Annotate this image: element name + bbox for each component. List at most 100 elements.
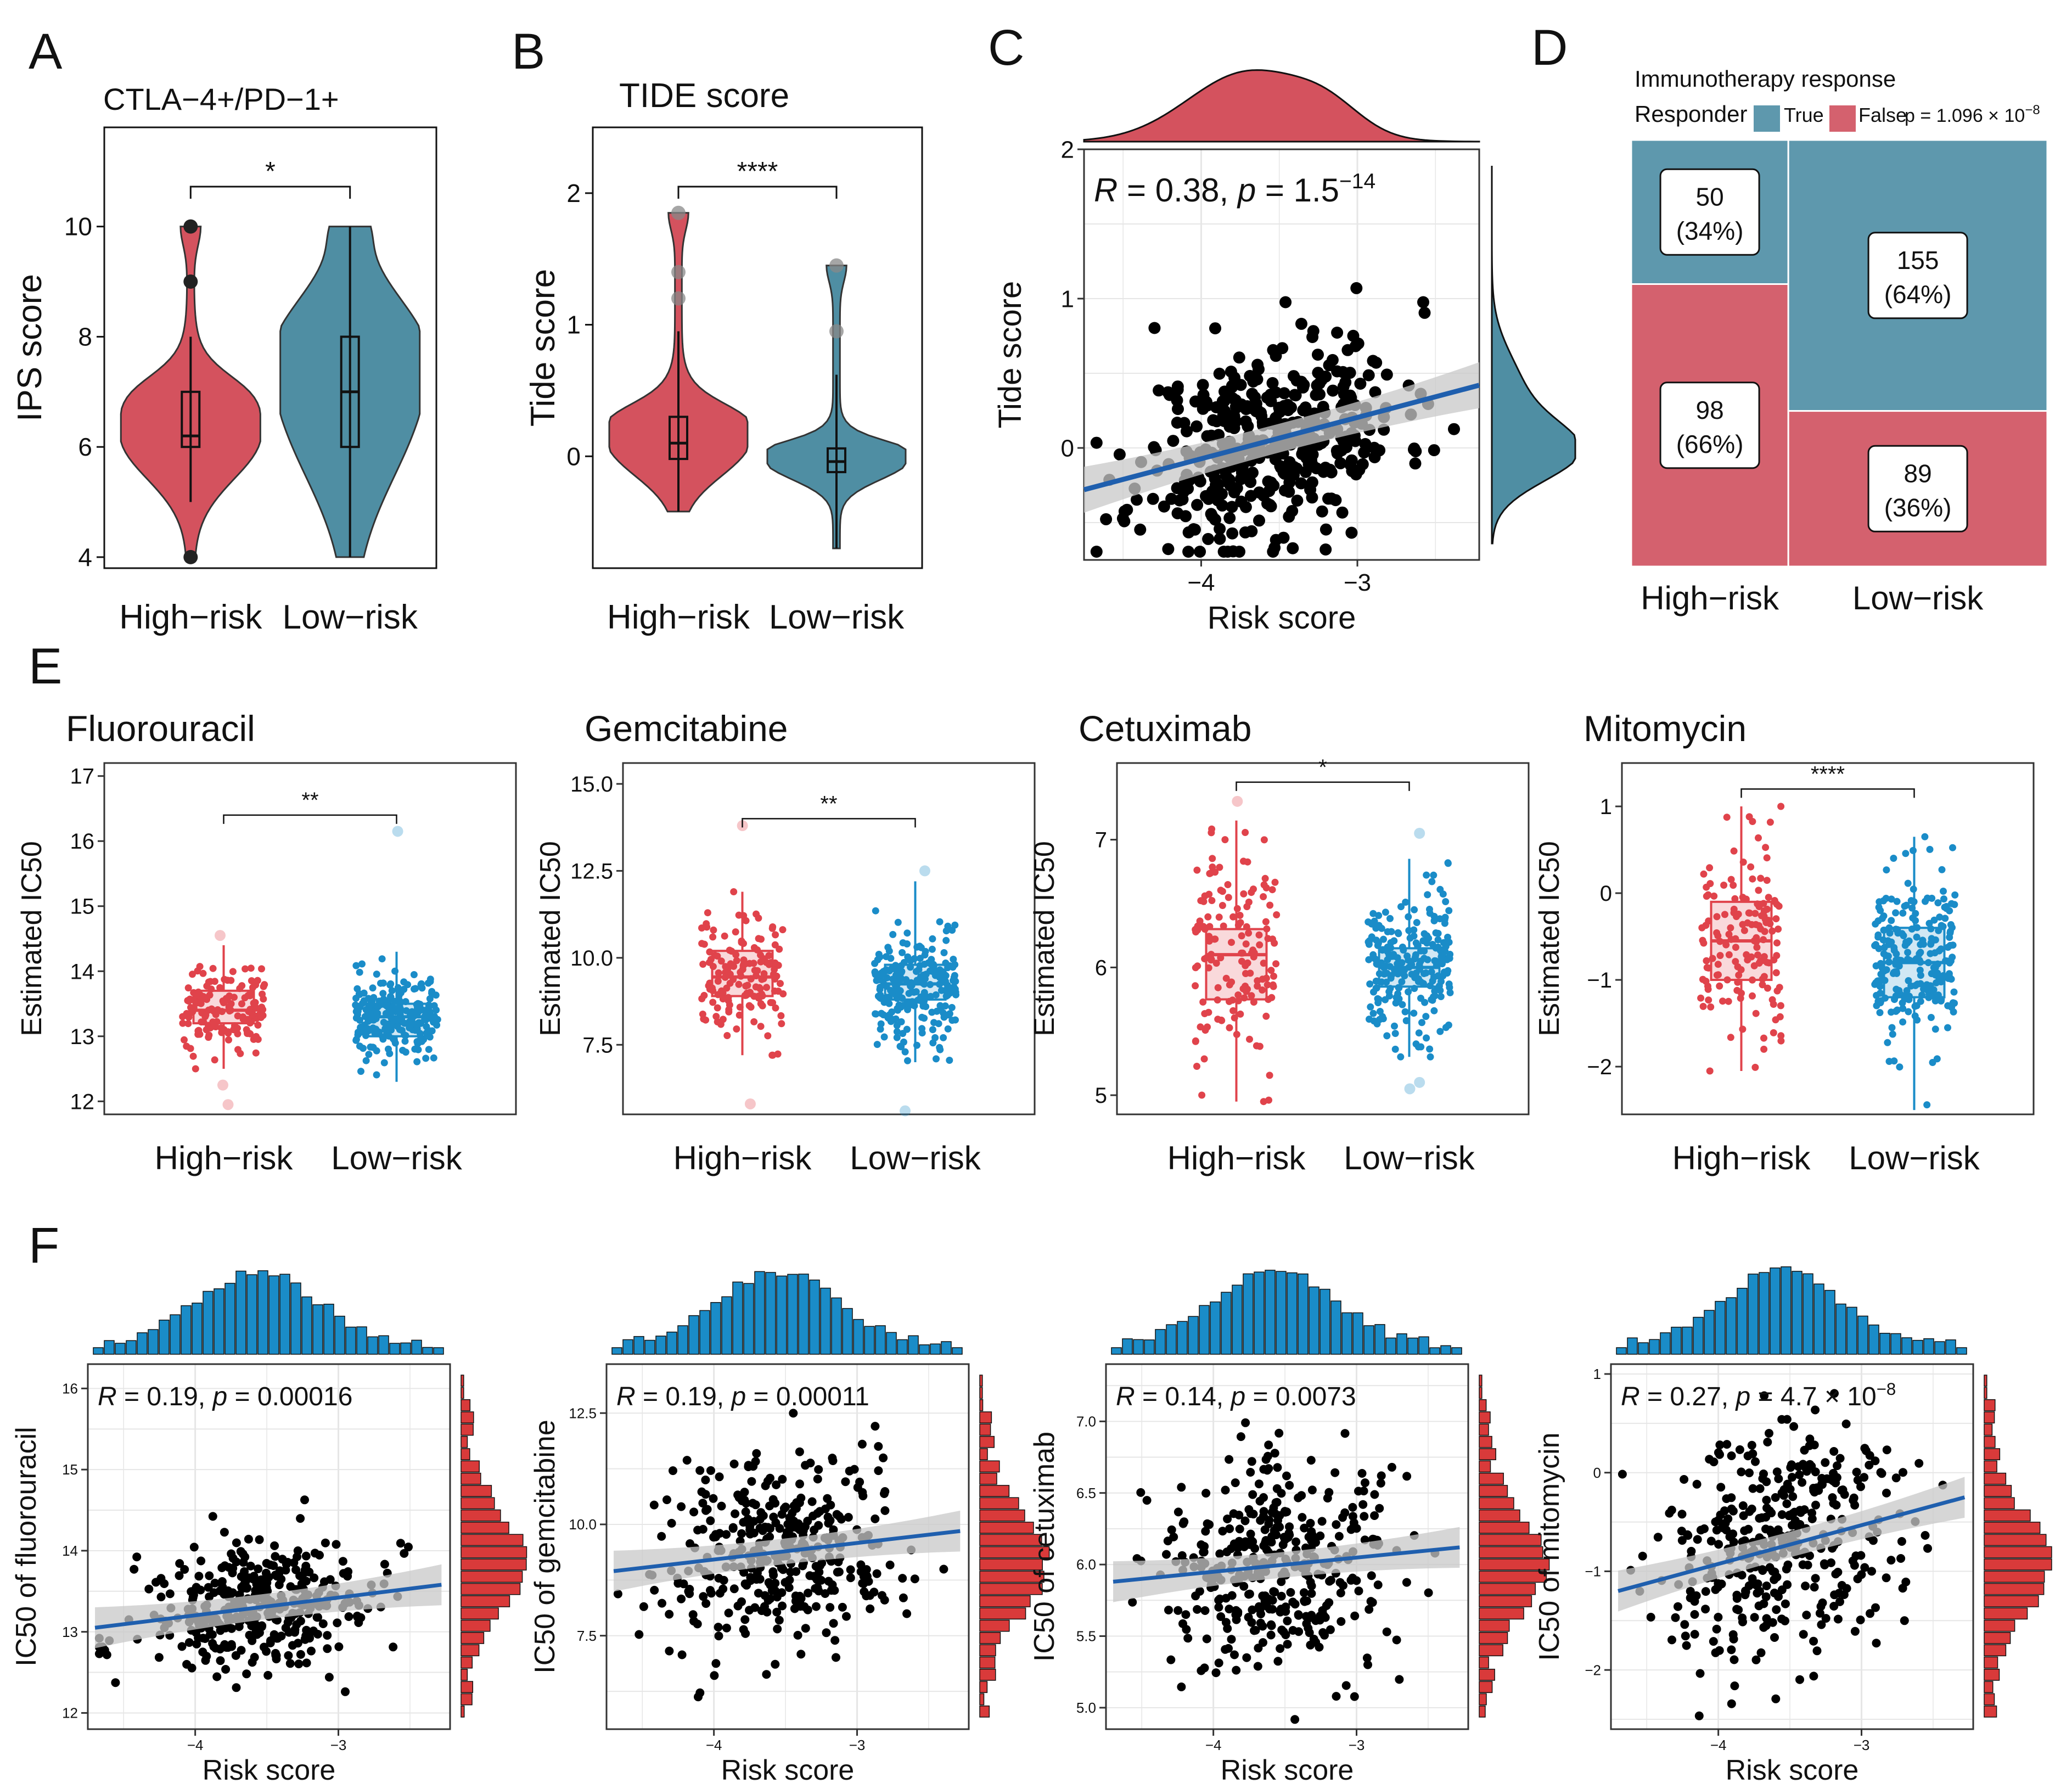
data-point — [227, 1624, 236, 1633]
data-point — [1307, 325, 1319, 338]
data-point — [729, 1459, 739, 1468]
jitter-point — [206, 991, 214, 999]
jitter-point — [1256, 941, 1264, 949]
data-point — [1751, 1457, 1760, 1466]
jitter-point — [216, 984, 224, 991]
jitter-point — [181, 1036, 188, 1044]
data-point — [1317, 1517, 1327, 1526]
jitter-point — [380, 1059, 388, 1067]
histogram-bar-y — [979, 1595, 1031, 1607]
jitter-point — [209, 964, 217, 972]
data-point — [1716, 1483, 1726, 1492]
data-point — [1240, 1516, 1250, 1526]
histogram-bar-x — [1726, 1297, 1737, 1355]
data-point — [1721, 1518, 1730, 1528]
data-point — [1714, 1540, 1723, 1549]
data-point — [1216, 1612, 1226, 1621]
jitter-point — [378, 955, 386, 963]
histogram-bar-x — [422, 1347, 433, 1355]
data-point — [1356, 458, 1369, 470]
data-point — [315, 1551, 324, 1560]
jitter-point — [1725, 997, 1732, 1005]
y-tick-label: 0 — [1593, 1465, 1601, 1481]
data-point — [1787, 1460, 1796, 1470]
histogram-bar-x — [1133, 1339, 1144, 1355]
data-point — [216, 1656, 225, 1665]
data-point — [1212, 429, 1225, 441]
data-point — [1713, 1583, 1722, 1592]
data-point — [1850, 1561, 1859, 1570]
jitter-point — [1217, 1016, 1225, 1024]
jitter-point — [1713, 929, 1721, 936]
histogram-bar-x — [1846, 1306, 1857, 1355]
jitter-point — [1405, 913, 1412, 921]
jitter-point — [948, 1017, 956, 1024]
data-point — [404, 1543, 413, 1552]
data-point — [813, 1474, 822, 1484]
data-point — [1134, 523, 1147, 536]
y-axis-label: IC50 of gemcitabine — [529, 1420, 561, 1674]
jitter-point — [944, 1025, 952, 1033]
data-point — [1402, 1472, 1412, 1481]
histogram-bar-x — [831, 1297, 842, 1355]
jitter-point — [1445, 980, 1453, 988]
jitter-point — [1723, 814, 1731, 821]
histogram-bar-y — [1479, 1485, 1508, 1497]
data-point — [1712, 1624, 1721, 1634]
data-point — [1285, 1522, 1294, 1532]
data-point — [756, 1508, 766, 1517]
data-point — [1233, 1609, 1243, 1618]
data-point — [1199, 1547, 1209, 1557]
x-category-label: Low−risk — [1344, 1140, 1475, 1176]
data-point — [296, 1650, 305, 1659]
data-point — [1805, 1434, 1815, 1444]
jitter-point — [1940, 972, 1947, 979]
outlier-point — [183, 274, 198, 289]
data-point — [1334, 457, 1347, 469]
data-point — [1266, 377, 1279, 389]
data-point — [728, 1523, 738, 1532]
jitter-point — [756, 984, 763, 991]
jitter-point — [717, 1020, 725, 1028]
histogram-bar-x — [312, 1304, 323, 1355]
data-point — [1348, 1573, 1357, 1583]
jitter-point — [1913, 1002, 1921, 1010]
y-tick-label: 7 — [1095, 828, 1107, 853]
data-point — [320, 1577, 329, 1586]
data-point — [257, 1582, 267, 1591]
data-point — [244, 1534, 253, 1544]
data-point — [286, 1582, 295, 1591]
jitter-point — [709, 933, 717, 941]
jitter-point — [1261, 874, 1269, 882]
jitter-point — [771, 987, 778, 995]
jitter-point — [428, 1027, 436, 1035]
jitter-point — [1445, 1021, 1452, 1029]
jitter-point — [1913, 1016, 1921, 1024]
jitter-point — [1755, 834, 1762, 842]
y-tick-label: 6.0 — [1076, 1556, 1096, 1573]
data-point — [1219, 385, 1231, 398]
jitter-point — [1437, 993, 1445, 1000]
jitter-point — [401, 1031, 408, 1039]
histogram-bar-y — [1479, 1472, 1504, 1485]
histogram-bar-y — [461, 1595, 510, 1607]
histogram-bar-x — [1199, 1305, 1210, 1355]
jitter-point — [1760, 1045, 1768, 1053]
jitter-point — [1940, 895, 1947, 903]
y-axis-label: Estimated IC50 — [535, 841, 566, 1036]
jitter-point — [1412, 969, 1420, 977]
data-point — [861, 1569, 871, 1579]
histogram-bar-x — [721, 1296, 732, 1355]
data-point — [1316, 505, 1328, 518]
data-point — [380, 1560, 389, 1569]
data-point — [1807, 1508, 1816, 1518]
data-point — [1348, 1512, 1357, 1521]
histogram-bar-y — [979, 1668, 996, 1681]
y-tick-label: 12.5 — [569, 1405, 597, 1421]
outlier-point — [222, 1099, 234, 1111]
data-point — [1256, 1516, 1265, 1525]
jitter-point — [1221, 836, 1229, 844]
data-point — [1214, 1602, 1223, 1612]
data-point — [1747, 1504, 1756, 1513]
